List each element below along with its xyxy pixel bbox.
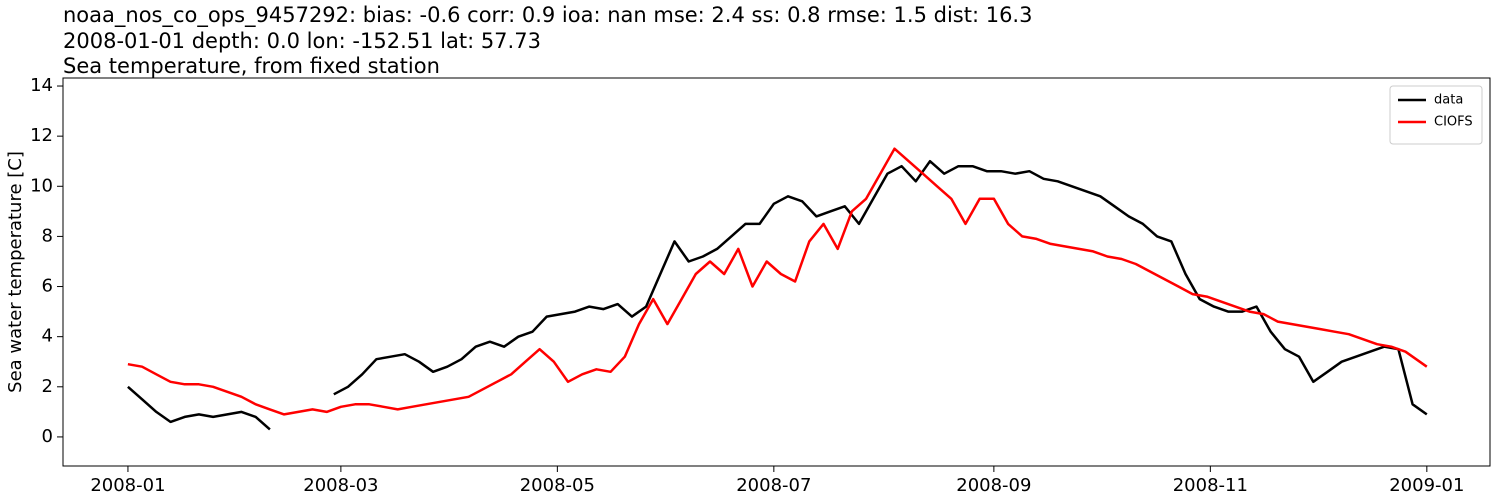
x-tick-label: 2008-09 (956, 475, 1031, 496)
y-tick-label: 10 (30, 175, 53, 196)
title-line: 2008-01-01 depth: 0.0 lon: -152.51 lat: … (63, 29, 541, 53)
x-tick-label: 2008-11 (1173, 475, 1248, 496)
y-tick-label: 6 (42, 276, 53, 297)
legend-label: data (1434, 93, 1463, 108)
y-tick-label: 4 (42, 326, 53, 347)
data-line (127, 159, 1428, 431)
y-axis-label: Sea water temperature [C] (5, 151, 26, 393)
y-tick-label: 2 (42, 376, 53, 397)
y-tick-label: 8 (42, 225, 53, 246)
title-line: noaa_nos_co_ops_9457292: bias: -0.6 corr… (63, 3, 1032, 28)
x-tick-label: 2009-01 (1389, 475, 1464, 496)
plot-frame (62, 77, 1491, 467)
x-tick-label: 2008-03 (303, 475, 378, 496)
x-tick-label: 2008-01 (90, 475, 165, 496)
x-tick-label: 2008-07 (736, 475, 811, 496)
data-line (127, 147, 1428, 416)
x-tick-label: 2008-05 (520, 475, 595, 496)
y-tick-label: 12 (30, 125, 53, 146)
y-tick-label: 0 (42, 426, 53, 447)
y-tick-label: 14 (30, 75, 53, 96)
legend-label: CIOFS (1434, 115, 1473, 130)
title-line: Sea temperature, from fixed station (63, 54, 440, 78)
